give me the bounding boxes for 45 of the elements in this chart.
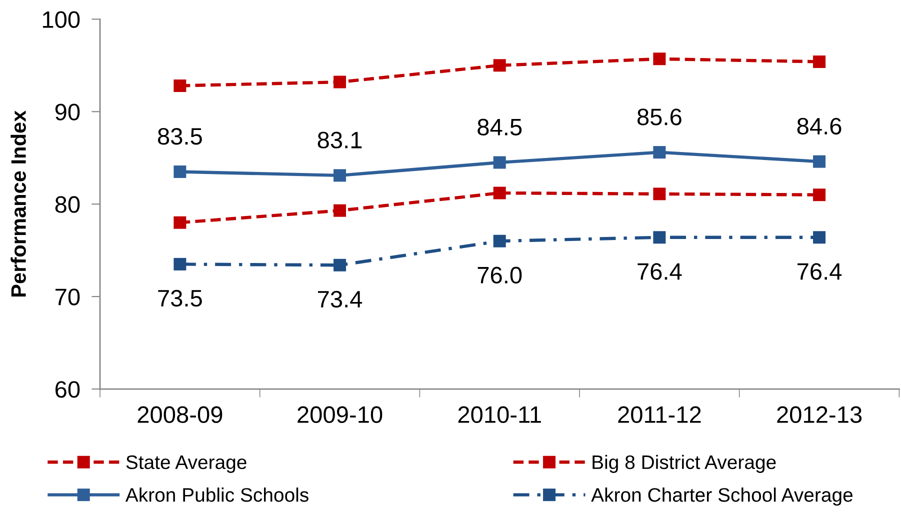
- y-axis-title: Performance Index: [10, 110, 26, 296]
- data-label: 83.1: [318, 132, 362, 148]
- x-tick-label: 2008-09: [138, 406, 222, 424]
- data-label: 76.4: [798, 263, 842, 280]
- point: [334, 258, 346, 272]
- legend-label: Big 8 District Average: [592, 454, 776, 473]
- legend-label: Akron Public Schools: [125, 488, 308, 502]
- data-label: 85.6: [637, 108, 682, 126]
- legend-label: Akron Charter School Average: [591, 488, 853, 506]
- point: [174, 216, 186, 229]
- data-label: 76.0: [478, 266, 522, 284]
- point: [813, 231, 826, 244]
- point: [174, 258, 186, 270]
- point: [334, 169, 346, 182]
- y-tick-label: 60: [56, 381, 80, 398]
- point: [813, 155, 826, 168]
- data-label: 84.6: [797, 118, 842, 135]
- point: [334, 204, 346, 217]
- y-tick-label: 80: [55, 196, 80, 213]
- data-label: 83.5: [158, 128, 202, 145]
- point: [174, 79, 186, 92]
- data-label: 73.5: [158, 290, 202, 307]
- point: [813, 55, 826, 68]
- point: [653, 52, 666, 66]
- point: [653, 188, 666, 200]
- point: [493, 59, 506, 72]
- point: [653, 146, 666, 159]
- y-tick-label: 70: [56, 288, 80, 306]
- point: [334, 76, 346, 88]
- x-tick-label: 2012-13: [777, 406, 862, 424]
- point: [493, 186, 506, 200]
- point: [813, 188, 826, 202]
- data-label: 76.4: [638, 263, 682, 280]
- data-label: 73.4: [318, 290, 362, 308]
- point: [653, 231, 666, 244]
- data-label: 84.5: [478, 118, 522, 136]
- legend-label: State Average: [126, 455, 246, 473]
- point: [174, 165, 186, 178]
- x-tick-label: 2010-11: [458, 406, 541, 424]
- y-tick-label: 100: [42, 11, 80, 28]
- point: [493, 234, 506, 248]
- x-tick-label: 2011-12: [618, 406, 701, 424]
- x-tick-label: 2009-10: [298, 406, 382, 424]
- point: [493, 156, 506, 169]
- y-tick-label: 90: [55, 104, 80, 120]
